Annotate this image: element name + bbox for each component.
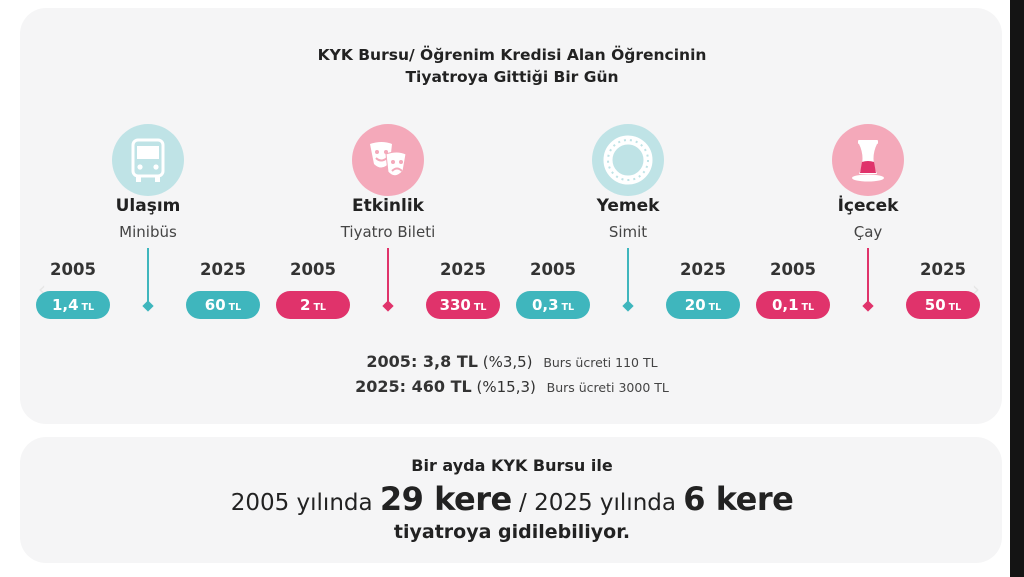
price-2025-badge: 20 TL bbox=[666, 291, 740, 319]
currency-unit: TL bbox=[228, 302, 242, 313]
conclusion-card bbox=[20, 437, 1002, 563]
divider-line bbox=[627, 248, 629, 310]
summary-2025: 2025: 460 TL (%15,3) Burs ücreti 3000 TL bbox=[0, 377, 1024, 396]
screen-edge bbox=[1010, 0, 1024, 577]
price-value: 0,3 bbox=[531, 296, 559, 314]
carousel-prev-icon[interactable]: ‹ bbox=[38, 277, 46, 301]
price-value: 1,4 bbox=[51, 296, 79, 314]
item-label: Çay bbox=[853, 223, 883, 241]
year-2005-label: 2005 bbox=[50, 260, 96, 279]
year-2025-label: 2025 bbox=[200, 260, 246, 279]
conclusion-outro: tiyatroya gidilebiliyor. bbox=[393, 521, 631, 543]
conclusion-count-2025: 6 kere bbox=[683, 480, 794, 518]
price-value: 50 bbox=[924, 296, 946, 314]
currency-unit: TL bbox=[81, 302, 95, 313]
conclusion-separator: / bbox=[519, 490, 527, 516]
conclusion-year-2025: 2025 yılında bbox=[534, 490, 676, 516]
page-subtitle: Tiyatroya Gittiği Bir Gün bbox=[405, 68, 619, 86]
currency-unit: TL bbox=[708, 302, 722, 313]
carousel-next-icon[interactable]: › bbox=[972, 277, 980, 301]
conclusion-comparison: 2005 yılında 29 kere / 2025 yılında 6 ke… bbox=[0, 480, 1024, 518]
price-value: 20 bbox=[684, 296, 706, 314]
year-2005-label: 2005 bbox=[290, 260, 336, 279]
category-label: Yemek bbox=[596, 196, 660, 216]
price-2025-badge: 60 TL bbox=[186, 291, 260, 319]
price-value: 0,1 bbox=[771, 296, 799, 314]
currency-unit: TL bbox=[801, 302, 815, 313]
price-value: 60 bbox=[204, 296, 226, 314]
divider-line bbox=[387, 248, 389, 310]
theater-masks-icon bbox=[352, 124, 424, 196]
year-2005-label: 2005 bbox=[530, 260, 576, 279]
simit-icon bbox=[592, 124, 664, 196]
currency-unit: TL bbox=[313, 302, 326, 313]
currency-unit: TL bbox=[948, 302, 962, 313]
price-2005-badge: 0,1 TL bbox=[756, 291, 830, 319]
price-value: 330 bbox=[439, 296, 471, 314]
year-2005-label: 2005 bbox=[770, 260, 816, 279]
item-label: Minibüs bbox=[119, 223, 177, 241]
summary-2005: 2005: 3,8 TL (%3,5) Burs ücreti 110 TL bbox=[0, 352, 1024, 371]
summary-scholarship-note: Burs ücreti 3000 TL bbox=[546, 380, 669, 395]
price-2025-badge: 330 TL bbox=[426, 291, 500, 319]
summary-total: 2005: 3,8 TL bbox=[366, 352, 478, 371]
currency-unit: TL bbox=[561, 302, 575, 313]
item-label: Tiyatro Bileti bbox=[340, 223, 436, 241]
category-label: Etkinlik bbox=[352, 196, 424, 216]
category-label: İçecek bbox=[837, 196, 899, 216]
price-2025-badge: 50 TL bbox=[906, 291, 980, 319]
conclusion-year-2005: 2005 yılında bbox=[230, 490, 373, 516]
bus-icon bbox=[112, 124, 184, 196]
summary-percent: (%15,3) bbox=[476, 378, 536, 396]
tea-glass-icon bbox=[832, 124, 904, 196]
summary-total: 2025: 460 TL bbox=[355, 377, 472, 396]
currency-unit: TL bbox=[473, 302, 487, 313]
item-label: Simit bbox=[608, 223, 648, 241]
summary-percent: (%3,5) bbox=[482, 353, 533, 371]
year-2025-label: 2025 bbox=[920, 260, 966, 279]
summary-scholarship-note: Burs ücreti 110 TL bbox=[543, 355, 658, 370]
price-2005-badge: 0,3 TL bbox=[516, 291, 590, 319]
price-2005-badge: 2 TL bbox=[276, 291, 350, 319]
conclusion-count-2005: 29 kere bbox=[379, 480, 512, 518]
price-value: 2 bbox=[300, 296, 311, 314]
info-card bbox=[20, 8, 1002, 424]
divider-line bbox=[147, 248, 149, 310]
divider-line bbox=[867, 248, 869, 310]
category-label: Ulaşım bbox=[115, 196, 181, 216]
page-title: KYK Bursu/ Öğrenim Kredisi Alan Öğrencin… bbox=[317, 46, 707, 64]
price-2005-badge: 1,4 TL bbox=[36, 291, 110, 319]
year-2025-label: 2025 bbox=[440, 260, 486, 279]
year-2025-label: 2025 bbox=[680, 260, 726, 279]
conclusion-intro: Bir ayda KYK Bursu ile bbox=[411, 456, 613, 475]
